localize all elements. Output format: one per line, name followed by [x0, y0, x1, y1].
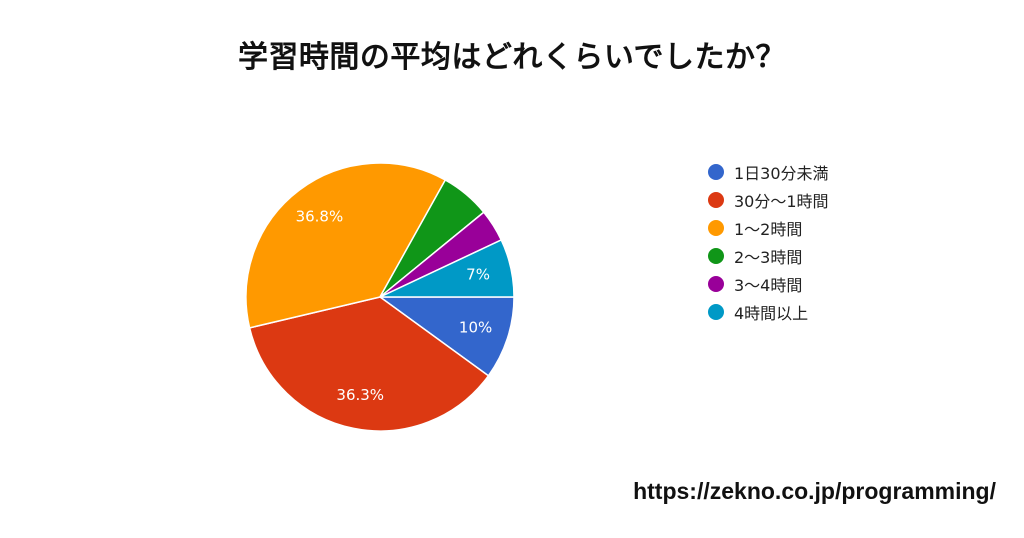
legend-item-slice-4: 3〜4時間 [708, 270, 968, 298]
legend-swatch-slice-1 [708, 192, 724, 208]
legend-swatch-slice-0 [708, 164, 724, 180]
footer-url: https://zekno.co.jp/programming/ [633, 478, 996, 504]
legend-label-slice-1: 30分〜1時間 [734, 192, 829, 211]
legend-label-slice-0: 1日30分未満 [734, 164, 829, 183]
legend-swatch-slice-2 [708, 220, 724, 236]
pie-label-slice-1: 36.3% [336, 386, 384, 404]
pie-slice-1 [248, 296, 490, 432]
pie-label-slice-0: 10% [459, 319, 492, 337]
legend-label-slice-3: 2〜3時間 [734, 248, 803, 267]
chart-legend: 1日30分未満 30分〜1時間 1〜2時間 2〜3時間 3〜4時間 4時間以上 [708, 158, 968, 326]
legend-swatch-slice-4 [708, 276, 724, 292]
pie-slice-5 [379, 238, 515, 298]
legend-swatch-slice-3 [708, 248, 724, 264]
legend-label-slice-5: 4時間以上 [734, 304, 809, 323]
legend-item-slice-5: 4時間以上 [708, 298, 968, 326]
pie-slice-2 [245, 162, 447, 329]
legend-item-slice-2: 1〜2時間 [708, 214, 968, 242]
legend-label-slice-2: 1〜2時間 [734, 220, 803, 239]
legend-item-slice-3: 2〜3時間 [708, 242, 968, 270]
legend-item-slice-1: 30分〜1時間 [708, 186, 968, 214]
legend-label-slice-4: 3〜4時間 [734, 276, 803, 295]
pie-label-slice-5: 7% [466, 266, 490, 284]
legend-item-slice-0: 1日30分未満 [708, 158, 968, 186]
chart-title: 学習時間の平均はどれくらいでしたか？ [237, 40, 787, 75]
pie-label-slice-2: 36.8% [296, 207, 344, 225]
pie-slice-0 [377, 296, 515, 377]
legend-swatch-slice-5 [708, 304, 724, 320]
